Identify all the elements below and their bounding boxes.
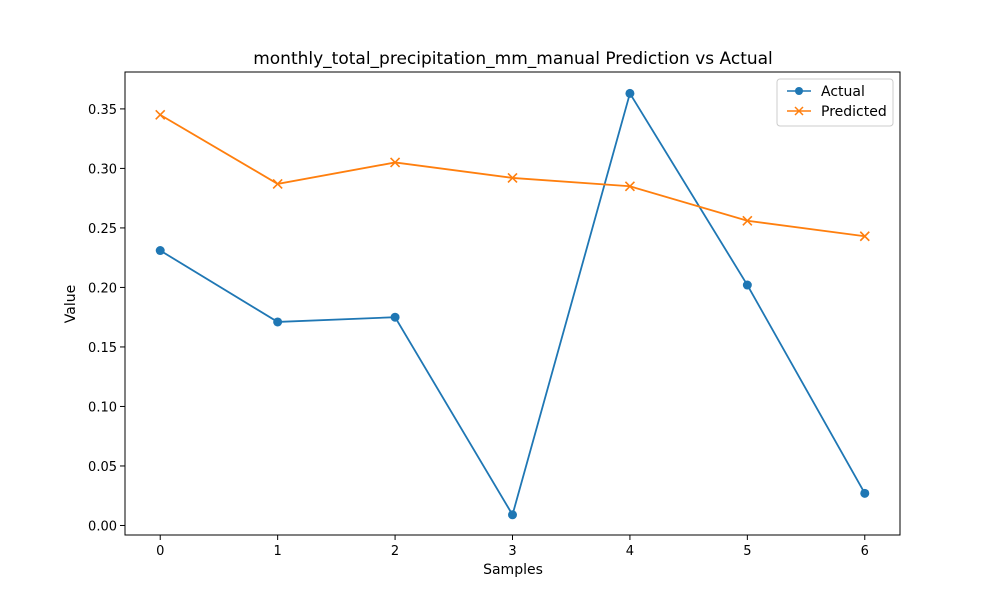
data-point-actual [860,488,870,498]
y-tick-label: 0.10 [88,400,117,415]
y-tick-label: 0.20 [88,281,117,296]
y-tick-label: 0.35 [88,103,117,118]
y-axis-ticks: 0.00 0.05 0.10 0.15 0.20 0.25 0.30 0.35 [88,103,125,534]
x-tick-label: 2 [391,544,399,559]
data-point-actual [273,317,283,327]
x-axis-ticks: 0 1 2 3 4 5 6 [156,535,869,559]
legend-marker-predicted [794,106,804,116]
plot-area [124,71,901,536]
y-tick-label: 0.05 [88,460,117,475]
data-point-actual [390,312,400,322]
data-point-actual [508,510,517,520]
x-tick-label: 5 [743,544,751,559]
legend-label-predicted: Predicted [821,104,887,120]
y-tick-label: 0.25 [88,222,117,237]
y-tick-label: 0.30 [88,162,117,177]
data-point-actual [625,88,635,98]
x-tick-label: 4 [626,544,634,559]
data-point-actual [742,280,752,290]
y-tick-label: 0.15 [88,341,117,356]
x-tick-label: 3 [508,544,516,559]
series-layer [155,88,870,520]
x-axis-label: Samples [483,562,543,578]
data-point-predicted [155,109,166,120]
y-tick-label: 0.00 [88,519,117,534]
data-point-predicted [272,178,283,189]
x-tick-label: 1 [274,544,282,559]
legend: Actual Predicted [776,78,894,127]
data-point-predicted [390,157,401,168]
x-tick-label: 0 [156,544,164,559]
data-point-predicted [624,181,635,192]
y-axis-label: Value [63,285,79,323]
data-point-predicted [742,215,753,226]
data-point-predicted [859,231,870,242]
legend-label-actual: Actual [821,84,865,100]
data-point-predicted [507,172,518,183]
data-point-actual [155,246,165,256]
chart-title: monthly_total_precipitation_mm_manual Pr… [253,49,773,69]
legend-marker-actual [795,87,803,95]
x-tick-label: 6 [861,544,869,559]
